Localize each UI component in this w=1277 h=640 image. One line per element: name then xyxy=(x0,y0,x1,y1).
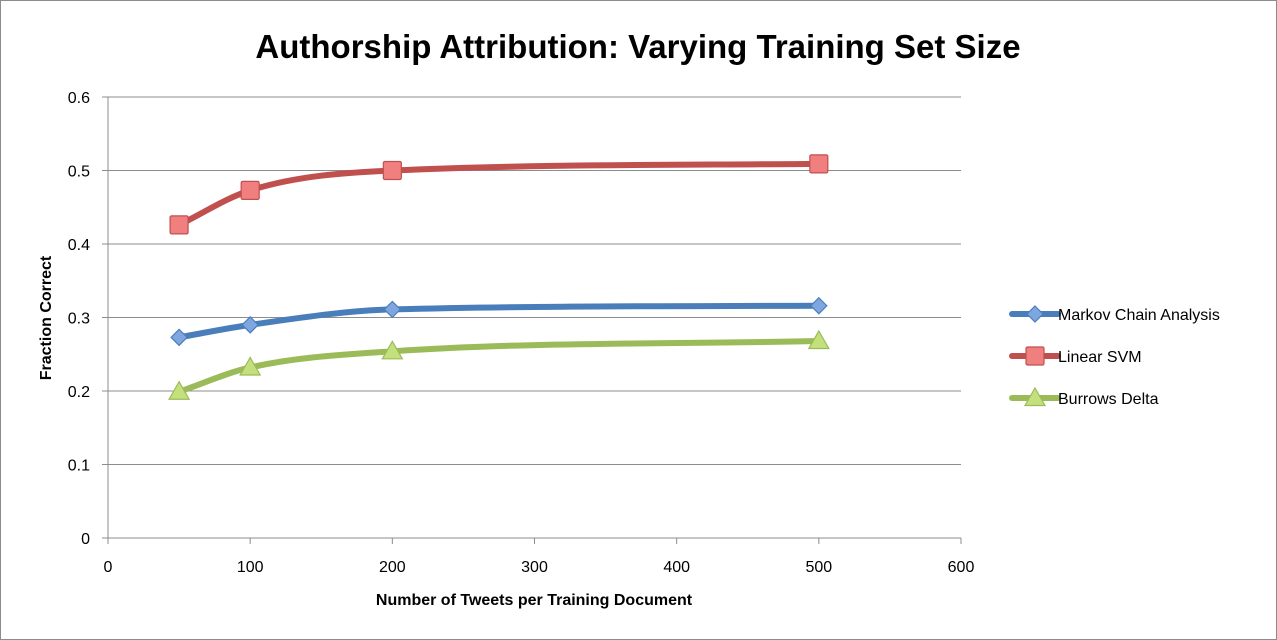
data-point xyxy=(240,180,260,200)
legend-label: Markov Chain Analysis xyxy=(1058,307,1220,324)
legend-marker xyxy=(1025,346,1045,366)
legend-item: Markov Chain Analysis xyxy=(1009,305,1220,324)
y-axis-title: Fraction Correct xyxy=(38,255,55,380)
data-point xyxy=(807,329,830,350)
data-point xyxy=(170,328,188,347)
legend-item: Burrows Delta xyxy=(1009,386,1159,408)
data-point xyxy=(809,154,829,174)
data-point xyxy=(168,380,191,400)
data-point xyxy=(383,300,402,319)
series-layer xyxy=(168,154,830,400)
legend: Markov Chain Analysis Linear SVM Burrows D… xyxy=(1009,305,1220,408)
legend-item: Linear SVM xyxy=(1009,346,1142,366)
y-tick-label: 0.2 xyxy=(68,384,90,401)
data-point xyxy=(381,340,404,360)
data-point xyxy=(382,160,402,181)
series-markov-chain-analysis xyxy=(170,296,828,347)
legend-label: Linear SVM xyxy=(1058,349,1142,366)
x-tick-label: 500 xyxy=(805,559,832,576)
y-tick-label: 0.3 xyxy=(68,311,90,328)
series-line xyxy=(176,302,822,341)
x-tick-label: 600 xyxy=(948,559,975,576)
x-axis-title: Number of Tweets per Training Document xyxy=(376,592,693,609)
data-point xyxy=(169,215,189,235)
legend-marker xyxy=(1026,305,1044,323)
legend-label: Burrows Delta xyxy=(1058,391,1159,408)
gridlines xyxy=(108,96,961,465)
y-tick-label: 0 xyxy=(81,531,90,548)
axes xyxy=(102,96,962,544)
series-linear-svm xyxy=(169,154,829,235)
y-tick-label: 0.6 xyxy=(68,90,90,107)
series-burrows-delta xyxy=(168,329,830,400)
y-tick-labels: 0 0.1 0.2 0.3 0.4 0.5 0.6 xyxy=(68,90,90,548)
x-tick-label: 300 xyxy=(521,559,548,576)
x-tick-label: 100 xyxy=(237,559,264,576)
chart-title: Authorship Attribution: Varying Training… xyxy=(255,28,1020,65)
x-tick-label: 200 xyxy=(379,559,406,576)
y-tick-label: 0.1 xyxy=(68,458,90,475)
x-tick-label: 0 xyxy=(104,559,113,576)
data-point xyxy=(809,296,828,315)
x-tick-label: 400 xyxy=(663,559,690,576)
data-point xyxy=(239,356,262,376)
y-tick-label: 0.5 xyxy=(68,164,90,181)
x-tick-labels: 0 100 200 300 400 500 600 xyxy=(104,559,975,576)
series-line xyxy=(176,160,822,228)
legend-marker xyxy=(1023,386,1047,407)
data-point xyxy=(241,316,260,334)
series-line xyxy=(176,338,822,395)
y-tick-label: 0.4 xyxy=(68,237,90,254)
